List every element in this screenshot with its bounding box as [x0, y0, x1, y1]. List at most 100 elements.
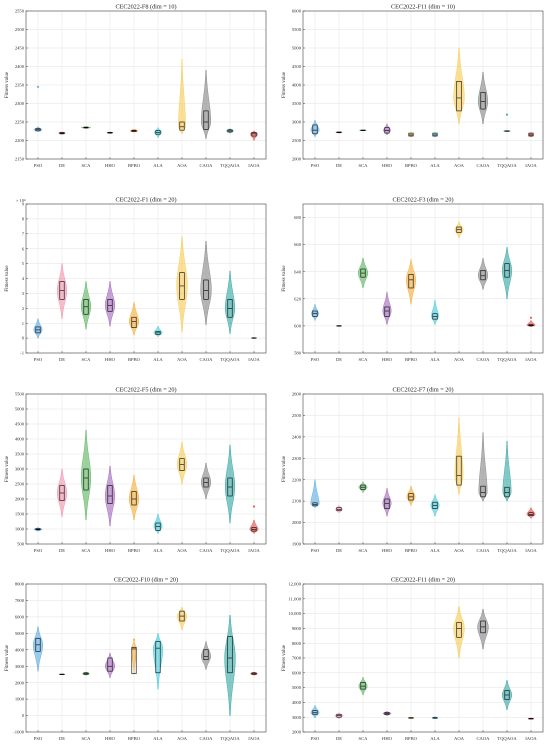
x-tick-label: ALA	[153, 736, 163, 741]
chart-title: CEC2022-F11 (dim = 20)	[391, 577, 455, 584]
violin-tqqaoa	[224, 615, 236, 716]
y-tick-label: 2500	[15, 482, 25, 487]
y-tick-label: 2500	[15, 27, 25, 32]
violin-panel: 500 1000 1500 2000 2500 3000 3500 4000 4500 5000 5…	[5, 387, 267, 553]
y-tick-label: 2300	[292, 456, 302, 461]
violin-box	[131, 316, 137, 328]
outlier-point	[36, 85, 40, 88]
chart-title: CEC2022-F11 (dim = 10)	[391, 4, 455, 11]
violin-box	[203, 110, 209, 130]
violin-box	[504, 486, 510, 498]
y-tick-label: 1	[22, 321, 25, 326]
x-tick-label: ALA	[430, 163, 440, 168]
violin-tqqaoa	[225, 270, 235, 334]
y-tick-label: 5000	[292, 46, 302, 51]
violin-box	[131, 491, 137, 506]
violin-tqqaoa	[224, 444, 236, 524]
x-tick-label: ALA	[430, 736, 440, 741]
y-tick-label: 600	[294, 324, 302, 329]
violin-panel: 580 600 620 640 660 680 PSO DE SCA HHO BPBO ALA AOA C…	[282, 197, 544, 362]
plot-area	[303, 394, 543, 544]
x-tick-label: TQQAOA	[220, 357, 240, 362]
violin-hho	[383, 123, 391, 136]
x-tick-label: AOA	[177, 357, 188, 362]
chart-title: CEC2022-F8 (dim = 10)	[115, 4, 176, 11]
violin-aoa	[176, 441, 188, 485]
x-tick-label: SCA	[359, 163, 369, 168]
y-tick-label: 1000	[15, 697, 25, 702]
y-tick-label: 3500	[15, 452, 25, 457]
y-axis-label: Fitness value	[5, 455, 10, 482]
x-tick-label: HHO	[105, 357, 116, 362]
x-tick-label: BPBO	[405, 548, 418, 553]
y-tick-label: 3000	[292, 120, 302, 125]
x-tick-label: HHO	[105, 736, 116, 741]
x-tick-label: AOA	[177, 736, 188, 741]
x-tick-label: HHO	[382, 548, 393, 553]
x-tick-label: BPBO	[405, 736, 418, 741]
violin-box	[179, 121, 185, 131]
y-tick-label: 2550	[15, 9, 25, 14]
violin-box	[528, 132, 534, 137]
y-tick-label: 620	[294, 296, 302, 301]
violin-pso	[33, 626, 43, 672]
y-tick-label: 4000	[292, 83, 302, 88]
x-tick-label: TQQAOA	[497, 736, 517, 741]
y-axis-label: Fitness value	[282, 265, 287, 292]
y-tick-label: 9000	[292, 626, 302, 631]
axes-frame	[25, 583, 267, 733]
y-tick-label: 680	[294, 215, 302, 220]
y-tick-label: 1900	[292, 542, 302, 547]
y-tick-label: 7000	[292, 656, 302, 661]
y-tick-label: 4000	[292, 700, 302, 705]
violin-iaoa	[250, 130, 258, 141]
x-tick-label: AOA	[177, 548, 188, 553]
violin-aoa	[453, 47, 465, 125]
violin-tqqaoa	[502, 440, 512, 502]
violin-box	[360, 682, 366, 690]
x-tick-label: TQQAOA	[220, 736, 240, 741]
violin-box	[408, 274, 414, 289]
x-tick-label: PSO	[34, 163, 43, 168]
chart-title: CEC2022-F5 (dim = 20)	[115, 387, 176, 394]
x-tick-label: BPBO	[128, 736, 141, 741]
y-tick-label: 2000	[15, 497, 25, 502]
violin-panel: 2150 2200 2250 2300 2350 2400 2450 2500 2550 PSO D…	[5, 4, 267, 168]
violin-box	[456, 81, 462, 112]
y-tick-label: 2150	[15, 157, 25, 162]
x-tick-label: IAOA	[248, 163, 260, 168]
x-tick-label: BPBO	[128, 548, 141, 553]
y-axis-label: Fitness value	[282, 71, 287, 98]
x-tick-label: BPBO	[405, 357, 418, 362]
x-tick-label: AOA	[454, 548, 465, 553]
y-tick-label: 2000	[15, 680, 25, 685]
x-tick-label: PSO	[311, 357, 320, 362]
violin-bpbo	[405, 259, 417, 305]
violin-pso	[33, 318, 43, 339]
y-tick-label: 2600	[292, 392, 302, 397]
y-tick-label: 12,000	[288, 582, 301, 588]
x-tick-label: SCA	[82, 548, 92, 553]
violin-caoa	[200, 641, 212, 670]
x-tick-label: AOA	[454, 736, 465, 741]
x-tick-label: HHO	[382, 736, 393, 741]
y-tick-label: 2450	[15, 46, 25, 51]
violin-tqqaoa	[502, 247, 512, 300]
violin-caoa	[478, 432, 488, 502]
violin-caoa	[477, 608, 489, 650]
x-tick-label: DE	[59, 736, 65, 741]
y-tick-label: 2300	[15, 101, 25, 106]
violin-hho	[104, 652, 116, 678]
x-tick-label: AOA	[177, 163, 188, 168]
violin-sca	[80, 281, 92, 330]
y-tick-label: 3000	[15, 467, 25, 472]
violin-caoa	[200, 241, 212, 325]
violin-box	[384, 306, 390, 317]
violin-box	[155, 641, 161, 674]
y-tick-label: 2400	[292, 434, 302, 439]
outlier-point	[505, 113, 509, 116]
x-tick-label: IAOA	[248, 736, 260, 741]
violin-panel: -1000 0 1000 2000 3000 4000 5000 6000 7000 8000 PS…	[5, 577, 267, 741]
x-tick-label: PSO	[311, 736, 320, 741]
